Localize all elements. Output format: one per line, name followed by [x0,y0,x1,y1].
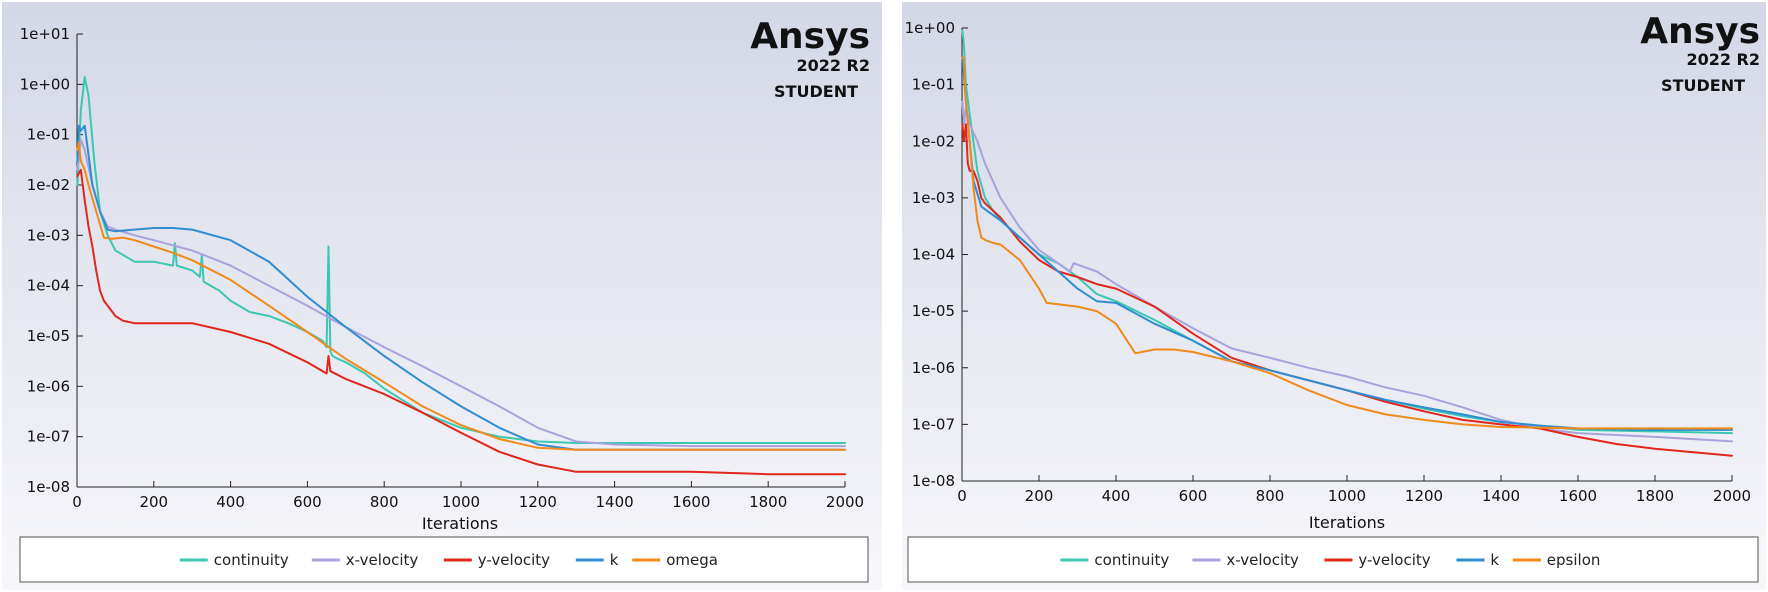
y-tick-label: 1e-01 [27,126,70,144]
x-axis-label: Iterations [1309,513,1385,532]
x-tick-label: 600 [293,493,322,511]
x-tick-label: 2000 [826,493,864,511]
legend-label: k [610,551,619,569]
x-tick-label: 1800 [1636,487,1674,505]
legend-item-y-velocity[interactable]: y-velocity [1324,551,1431,569]
legend-label: omega [666,551,718,569]
panel-background [902,2,1766,590]
x-tick-label: 400 [216,493,245,511]
legend-label: y-velocity [1358,551,1430,569]
legend-label: continuity [1094,551,1169,569]
y-tick-label: 1e-02 [27,176,70,194]
x-axis-label: Iterations [422,514,498,533]
y-tick-label: 1e-02 [912,132,955,150]
ansys-logo: Ansys 2022 R2 STUDENT [750,16,870,101]
y-tick-label: 1e-07 [912,415,955,433]
legend-item-epsilon[interactable]: epsilon [1512,551,1601,569]
legend-item-continuity[interactable]: continuity [179,551,289,569]
y-tick-label: 1e-08 [912,472,955,490]
x-tick-label: 1600 [1559,487,1597,505]
x-tick-label: 1200 [1405,487,1443,505]
series-line-y-velocity [961,123,1733,457]
x-tick-label: 600 [1179,487,1208,505]
legend: continuity x-velocity y-velocity k epsilon [1060,551,1600,569]
series-layer [76,76,846,476]
legend-item-continuity[interactable]: continuity [1060,551,1169,569]
legend-label: x-velocity [346,551,419,569]
plot-axes: 1e-08 1e-07 1e-06 1e-05 1e-04 1e-03 1e-02 1e-01… [905,19,1752,505]
x-tick-label: 800 [370,493,399,511]
y-tick-label: 1e+01 [20,25,70,43]
series-layer [961,29,1733,457]
legend-item-omega[interactable]: omega [632,551,718,569]
series-line-epsilon [961,56,1733,430]
x-tick-label: 1200 [519,493,557,511]
x-tick-label: 400 [1102,487,1131,505]
y-tick-label: 1e-04 [912,246,955,264]
x-tick-label: 200 [139,493,168,511]
plot-axes: 1e-08 1e-07 1e-06 1e-05 1e-04 1e-03 1e-02 1e-01… [20,25,865,511]
y-tick-label: 1e-06 [912,359,955,377]
series-line-k [961,56,1733,431]
y-tick-label: 1e-05 [27,327,70,345]
logo-brand: Ansys [1640,11,1760,52]
legend-label: k [1490,551,1499,569]
y-tick-label: 1e-03 [27,226,70,244]
series-line-k [76,124,846,451]
x-tick-label: 1400 [1482,487,1520,505]
series-line-x-velocity [961,100,1733,443]
x-tick-label: 1000 [1328,487,1366,505]
y-tick-label: 1e-08 [27,478,70,496]
legend-label: epsilon [1547,551,1601,569]
x-tick-label: 1800 [749,493,787,511]
x-tick-label: 0 [72,493,82,511]
legend-item-k[interactable]: k [1456,551,1499,569]
legend-label: continuity [214,551,289,569]
legend-label: x-velocity [1226,551,1299,569]
legend-item-x-velocity[interactable]: x-velocity [311,551,419,569]
legend-item-y-velocity[interactable]: y-velocity [443,551,550,569]
ansys-logo: Ansys 2022 R2 STUDENT [1640,11,1760,95]
x-tick-label: 800 [1256,487,1285,505]
legend-item-k[interactable]: k [575,551,619,569]
y-tick-label: 1e-04 [27,277,70,295]
residuals-panel-right: 1e-08 1e-07 1e-06 1e-05 1e-04 1e-03 1e-02 1e-01… [902,2,1766,590]
panel-background [2,2,882,590]
logo-brand: Ansys [750,16,870,57]
legend-item-x-velocity[interactable]: x-velocity [1192,551,1299,569]
x-tick-label: 1600 [672,493,710,511]
y-tick-label: 1e+00 [20,75,70,93]
y-tick-label: 1e-01 [912,76,955,94]
legend: continuity x-velocity y-velocity k omega [179,551,718,569]
series-line-y-velocity [76,168,846,476]
x-tick-label: 1000 [442,493,480,511]
y-tick-label: 1e-05 [912,302,955,320]
y-tick-label: 1e-07 [27,428,70,446]
y-tick-label: 1e-03 [912,189,955,207]
y-tick-label: 1e-06 [27,377,70,395]
residuals-panel-left: 1e-08 1e-07 1e-06 1e-05 1e-04 1e-03 1e-02 1e-01… [2,2,882,590]
logo-version: 2022 R2 [796,56,870,75]
legend-label: y-velocity [478,551,550,569]
y-tick-label: 1e+00 [905,19,955,37]
x-tick-label: 1400 [596,493,634,511]
logo-edition: STUDENT [1661,76,1745,95]
series-line-omega [76,141,846,451]
logo-version: 2022 R2 [1686,50,1760,69]
x-tick-label: 200 [1025,487,1054,505]
x-tick-label: 0 [957,487,967,505]
logo-edition: STUDENT [774,82,858,101]
x-tick-label: 2000 [1713,487,1751,505]
